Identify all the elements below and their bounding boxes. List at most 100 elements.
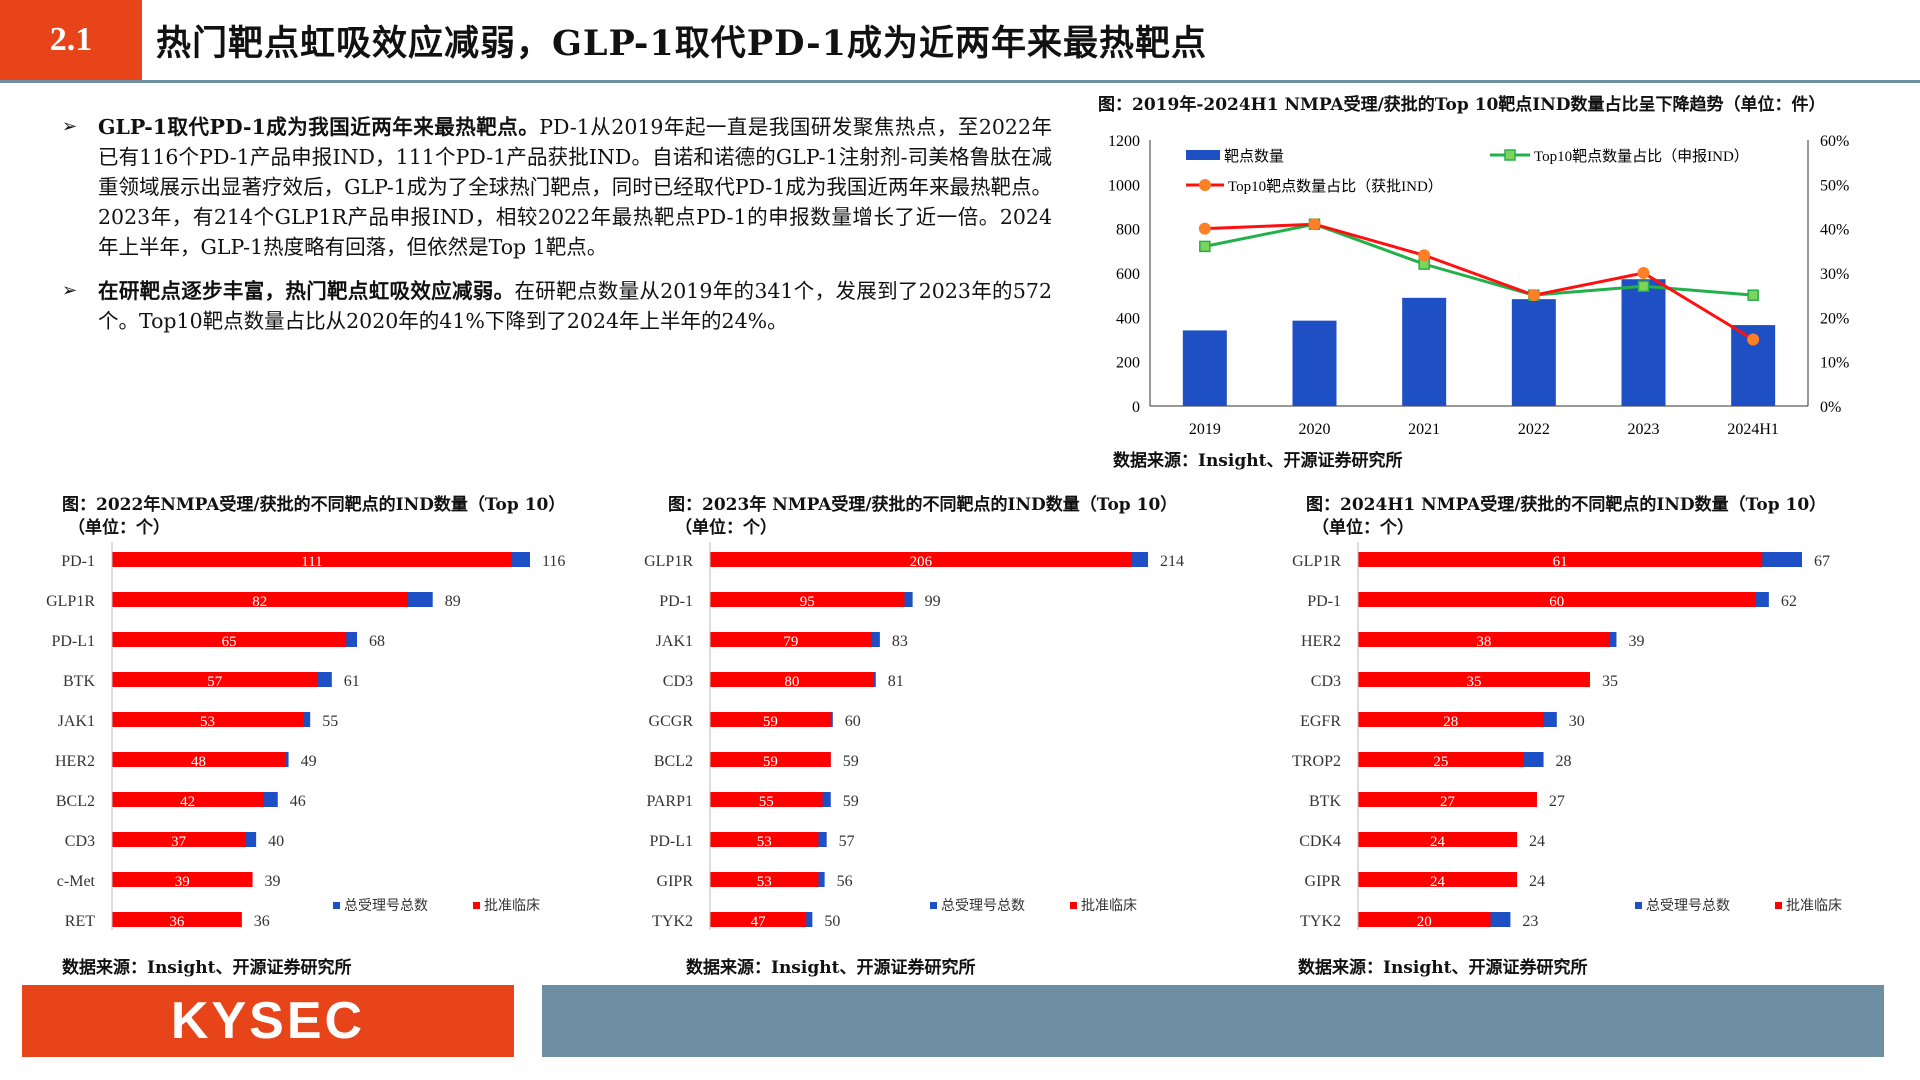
category-label: c-Met [57, 873, 96, 890]
category-label: PD-L1 [649, 833, 693, 850]
category-label: JAK1 [656, 633, 693, 650]
legend-label-approved: Top10靶点数量占比（获批IND） [1228, 178, 1443, 195]
bar-approved [1358, 832, 1518, 847]
bar-approved [112, 912, 242, 927]
approved-value-label: 36 [169, 914, 185, 930]
marker-share-approved [1527, 289, 1540, 302]
approved-value-label: 55 [759, 794, 774, 810]
total-value-label: 89 [445, 593, 461, 610]
section-number: 2.1 [0, 0, 142, 80]
bar-approved [1358, 712, 1544, 727]
approved-value-label: 59 [763, 754, 778, 770]
total-value-label: 61 [344, 673, 360, 690]
bullet-item: ➢ 在研靶点逐步丰富，热门靶点虹吸效应减弱。在研靶点数量从2019年的341个，… [62, 276, 1052, 336]
category-label: GIPR [657, 873, 694, 890]
bar-approved [1358, 872, 1518, 887]
category-label: TROP2 [1292, 753, 1341, 770]
approved-value-label: 53 [200, 714, 215, 730]
legend-label-approved: 批准临床 [1786, 898, 1842, 914]
y-right-tick-label: 30% [1820, 266, 1849, 283]
category-label: BCL2 [56, 793, 95, 810]
total-value-label: 62 [1781, 593, 1797, 610]
y-right-tick-label: 20% [1820, 310, 1849, 327]
x-tick-label: 2021 [1408, 421, 1440, 438]
y-left-tick-label: 600 [1116, 266, 1140, 283]
approved-value-label: 35 [1466, 674, 1481, 690]
bullet-text: GLP-1取代PD-1成为我国近两年来最热靶点。PD-1从2019年起一直是我国… [98, 112, 1052, 262]
bar-approved [1358, 752, 1524, 767]
slide-header: 2.1 热门靶点虹吸效应减弱，GLP-1取代PD-1成为近两年来最热靶点 [0, 0, 1920, 80]
category-label: PD-1 [61, 553, 95, 570]
bar-approved [710, 792, 823, 807]
line-share-approved [1204, 222, 1754, 341]
total-value-label: 35 [1602, 673, 1618, 690]
bar-approved [710, 832, 819, 847]
category-label: CD3 [663, 673, 693, 690]
footer-bar [542, 985, 1884, 1057]
x-tick-label: 2019 [1189, 421, 1221, 438]
marker-share-approved [1418, 249, 1431, 262]
approved-value-label: 57 [207, 674, 223, 690]
total-value-label: 28 [1556, 753, 1572, 770]
total-value-label: 30 [1569, 713, 1585, 730]
legend-swatch-total [1635, 902, 1642, 909]
legend-label-filed: Top10靶点数量占比（申报IND） [1534, 148, 1749, 165]
approved-value-label: 27 [1440, 794, 1456, 810]
bar-approved [112, 752, 285, 767]
category-label: GLP1R [46, 593, 95, 610]
approved-value-label: 42 [180, 794, 195, 810]
y-right-tick-label: 60% [1820, 133, 1849, 150]
marker-share-approved [1747, 333, 1760, 346]
bar-approved [710, 912, 807, 927]
bar-chart-2023-title: 图：2023年 NMPA受理/获批的不同靶点的IND数量（Top 10） [668, 495, 1178, 515]
total-value-label: 83 [892, 633, 908, 650]
bar-approved [710, 672, 874, 687]
y-left-tick-label: 200 [1116, 355, 1140, 372]
bar-approved [1358, 632, 1610, 647]
category-label: GIPR [1305, 873, 1342, 890]
marker-share-approved [1198, 222, 1211, 235]
trend-chart-title: 图：2019年-2024H1 NMPA受理/获批的Top 10靶点IND数量占比… [1098, 95, 1826, 115]
legend-label-approved: 批准临床 [1081, 898, 1137, 914]
bar-target-count [1182, 330, 1227, 406]
bar-approved [112, 592, 408, 607]
category-label: PARP1 [646, 793, 693, 810]
bar-chart-2024h1: GLP1R 61 67 PD-1 60 62 HER2 38 39 CD3 35 35 EGFR 28 30… [1292, 542, 1842, 930]
approved-value-label: 79 [783, 634, 798, 650]
category-label: GLP1R [1292, 553, 1341, 570]
total-value-label: 24 [1529, 873, 1545, 890]
total-value-label: 36 [254, 913, 270, 930]
x-tick-label: 2024H1 [1727, 421, 1779, 438]
approved-value-label: 59 [763, 714, 778, 730]
bar-approved [1358, 912, 1491, 927]
bullet-body: 在研靶点数量从2019年的341个，发展到了2023年的572个。Top10靶点… [98, 279, 1052, 333]
legend-label-approved: 批准临床 [484, 898, 540, 914]
approved-value-label: 206 [910, 554, 933, 570]
bar-chart-2023-unit: （单位：个） [675, 518, 777, 538]
legend-swatch-approved [1775, 902, 1782, 909]
category-label: BTK [1309, 793, 1341, 810]
footer-logo-box: KYSEC [22, 985, 514, 1057]
bar-approved [112, 632, 347, 647]
approved-value-label: 25 [1433, 754, 1448, 770]
approved-value-label: 65 [222, 634, 237, 650]
approved-value-label: 80 [784, 674, 799, 690]
y-right-tick-label: 50% [1820, 177, 1849, 194]
legend-swatch-approved [473, 902, 480, 909]
approved-value-label: 53 [757, 874, 772, 890]
total-value-label: 39 [265, 873, 281, 890]
approved-value-label: 111 [301, 554, 322, 570]
approved-value-label: 82 [252, 594, 267, 610]
category-label: GCGR [649, 713, 694, 730]
legend-swatch-total [930, 902, 937, 909]
marker-share-filed [1199, 240, 1211, 253]
bar-approved [710, 752, 831, 767]
marker-share-filed [1637, 280, 1650, 293]
total-value-label: 214 [1160, 553, 1184, 570]
bar-approved [112, 792, 264, 807]
y-left-tick-label: 400 [1116, 310, 1140, 327]
total-value-label: 46 [290, 793, 306, 810]
approved-value-label: 53 [757, 834, 772, 850]
x-tick-label: 2023 [1628, 421, 1660, 438]
total-value-label: 27 [1549, 793, 1565, 810]
